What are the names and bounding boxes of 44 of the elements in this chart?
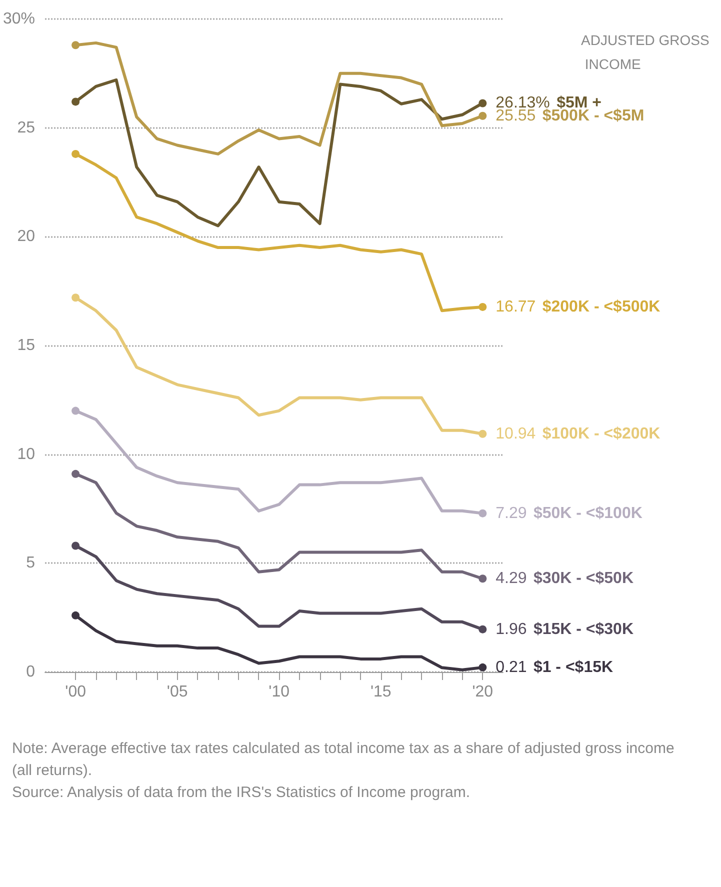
point xyxy=(72,542,80,550)
text: $100K - <$200K xyxy=(542,425,661,442)
data-label: 0.21 xyxy=(496,658,527,676)
point xyxy=(72,294,80,302)
data-label: 1.96 xyxy=(496,620,527,638)
y-tick-label: 10 xyxy=(17,446,36,463)
point xyxy=(478,509,487,518)
x-tick-label: '10 xyxy=(268,684,290,700)
point xyxy=(72,406,80,415)
x-tick-label: '15 xyxy=(370,684,392,700)
point xyxy=(478,430,487,438)
source-note: Source: Analysis of data from the IRS's Statistics of Income program. xyxy=(12,783,472,803)
point xyxy=(72,611,80,620)
y-tick-label: 15 xyxy=(17,337,36,354)
point xyxy=(478,574,487,583)
y-tick-label: 25 xyxy=(17,119,36,136)
point xyxy=(478,625,487,634)
text: $200K - <$500K xyxy=(542,298,661,316)
y-tick-label: 0 xyxy=(26,664,36,680)
data-label: 10.94 xyxy=(496,425,536,442)
y-tick-label: 20 xyxy=(17,228,36,246)
point xyxy=(72,470,80,478)
point xyxy=(478,99,487,108)
text: $1 - <$15K xyxy=(533,658,614,676)
data-label: 4.29 xyxy=(496,570,527,588)
x-tick-label: '20 xyxy=(472,684,494,700)
y-tick-label: 5 xyxy=(26,554,36,572)
point xyxy=(72,150,80,158)
point xyxy=(72,41,80,50)
y-tick-label: 30% xyxy=(2,10,36,28)
data-label: 16.77 xyxy=(496,298,536,316)
point xyxy=(478,663,487,672)
text: Note: Average effective tax rates calculated as total income tax as a share of adjusted gross income (all returns). xyxy=(12,739,676,781)
text: $15K - <$30K xyxy=(533,620,634,638)
legend-title: ADJUSTED GROSS INCOME xyxy=(581,32,710,72)
data-label: 25.55 xyxy=(496,107,536,124)
x-tick-label: '05 xyxy=(166,684,188,700)
point xyxy=(72,98,80,106)
data-label: 7.29 xyxy=(496,504,527,522)
point xyxy=(478,302,487,311)
text: $30K - <$50K xyxy=(533,570,634,588)
x-tick-label: '00 xyxy=(65,684,86,700)
text: $50K - <$100K xyxy=(533,504,643,522)
point xyxy=(478,112,487,120)
